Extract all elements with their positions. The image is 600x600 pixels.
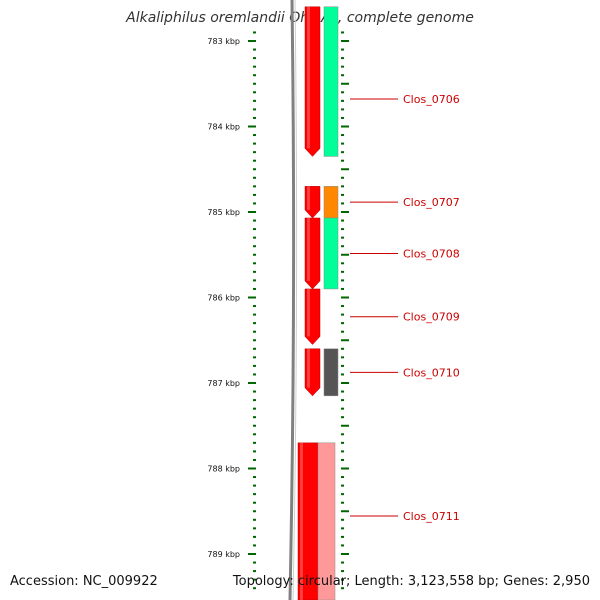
label-layer[interactable]: Clos_0706 Clos_0707 Clos_0708 Clos_0709 Clos…: [350, 93, 460, 523]
gene-label[interactable]: Clos_0707: [403, 196, 460, 209]
gene-clos-0709[interactable]: [304, 288, 321, 345]
cds-highlight: [307, 288, 310, 337]
accession-text: Accession: NC_009922: [10, 574, 158, 589]
map-title: Alkaliphilus oremlandii OhILAs, complete…: [126, 10, 474, 26]
gene-label[interactable]: Clos_0708: [403, 247, 460, 260]
ruler-layer: 783 kbp 784 kbp 785 kbp 786 kbp 787 kbp 788 k…: [207, 31, 349, 590]
gene-clos-0708[interactable]: [304, 217, 339, 290]
ruler-label: 785 kbp: [207, 208, 240, 217]
gene-layer[interactable]: [297, 6, 339, 600]
cds-highlight: [307, 348, 310, 388]
gene-label[interactable]: Clos_0711: [403, 510, 460, 523]
cds-highlight: [300, 442, 303, 600]
gene-clos-0710[interactable]: [304, 348, 339, 397]
gene-clos-0707[interactable]: [304, 186, 339, 219]
ruler-label: 789 kbp: [207, 550, 240, 559]
ruler-label: 783 kbp: [207, 37, 240, 46]
cds-highlight: [307, 6, 310, 149]
ruler-label: 784 kbp: [207, 123, 240, 132]
category-box: [317, 442, 336, 600]
gene-label[interactable]: Clos_0709: [403, 311, 460, 324]
category-box: [323, 348, 339, 397]
ruler-label: 787 kbp: [207, 379, 240, 388]
ruler-label: 786 kbp: [207, 294, 240, 303]
gene-label[interactable]: Clos_0710: [403, 366, 460, 379]
gene-clos-0706[interactable]: [304, 6, 339, 157]
category-box: [323, 6, 339, 157]
genome-summary: Topology: circular; Length: 3,123,558 bp…: [232, 574, 590, 589]
ruler-label: 788 kbp: [207, 465, 240, 474]
gene-label[interactable]: Clos_0706: [403, 93, 460, 106]
category-box: [323, 186, 339, 219]
cds-highlight: [307, 186, 310, 210]
genome-backbone-shadow: [292, 0, 298, 600]
category-box: [323, 217, 339, 290]
genome-backbone: [288, 0, 296, 600]
cds-highlight: [307, 217, 310, 281]
backbone-layer: [288, 0, 298, 600]
gene-clos-0711[interactable]: [297, 442, 336, 600]
